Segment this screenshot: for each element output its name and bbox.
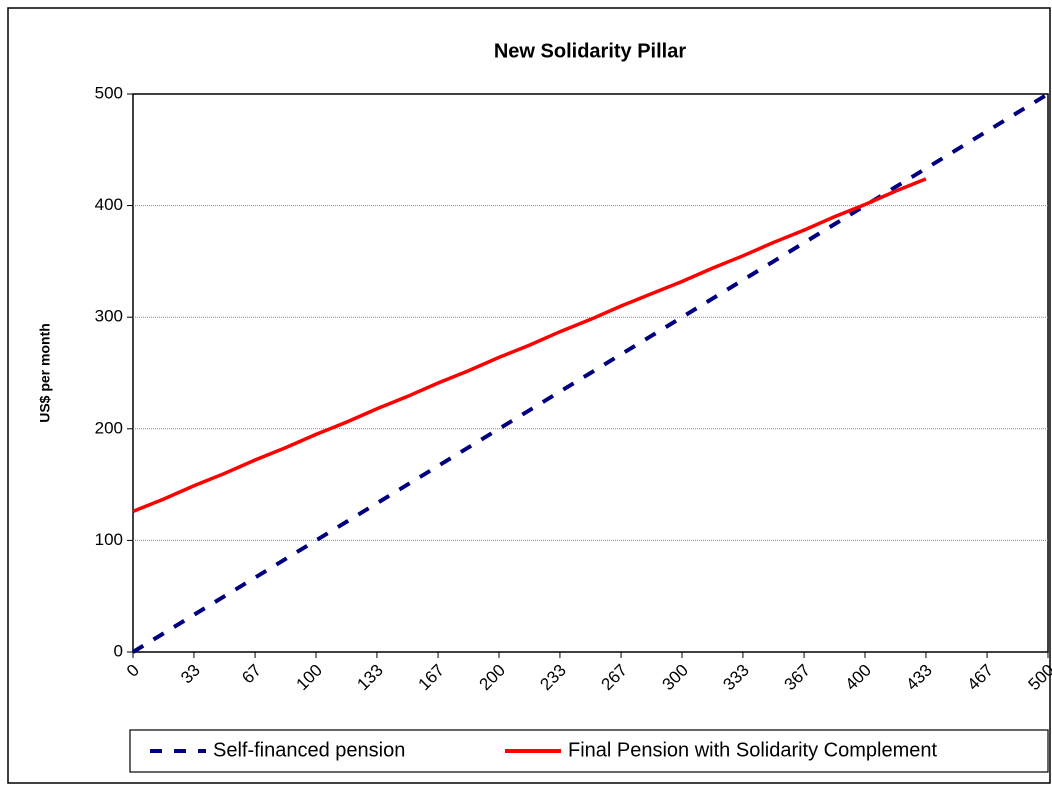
y-axis-label: US$ per month — [37, 323, 53, 423]
y-tick-label: 200 — [95, 418, 123, 437]
legend — [129, 729, 1049, 773]
y-tick-label: 0 — [114, 641, 123, 660]
series-line — [132, 177, 927, 514]
y-tick-label: 100 — [95, 530, 123, 549]
series-line — [131, 92, 1050, 654]
legend-label: Self-financed pension — [213, 739, 405, 761]
y-tick-label: 500 — [95, 83, 123, 102]
legend-label: Final Pension with Solidarity Complement — [568, 739, 937, 761]
y-tick-label: 300 — [95, 307, 123, 326]
chart-title: New Solidarity Pillar — [494, 40, 687, 62]
y-tick-label: 400 — [95, 195, 123, 214]
